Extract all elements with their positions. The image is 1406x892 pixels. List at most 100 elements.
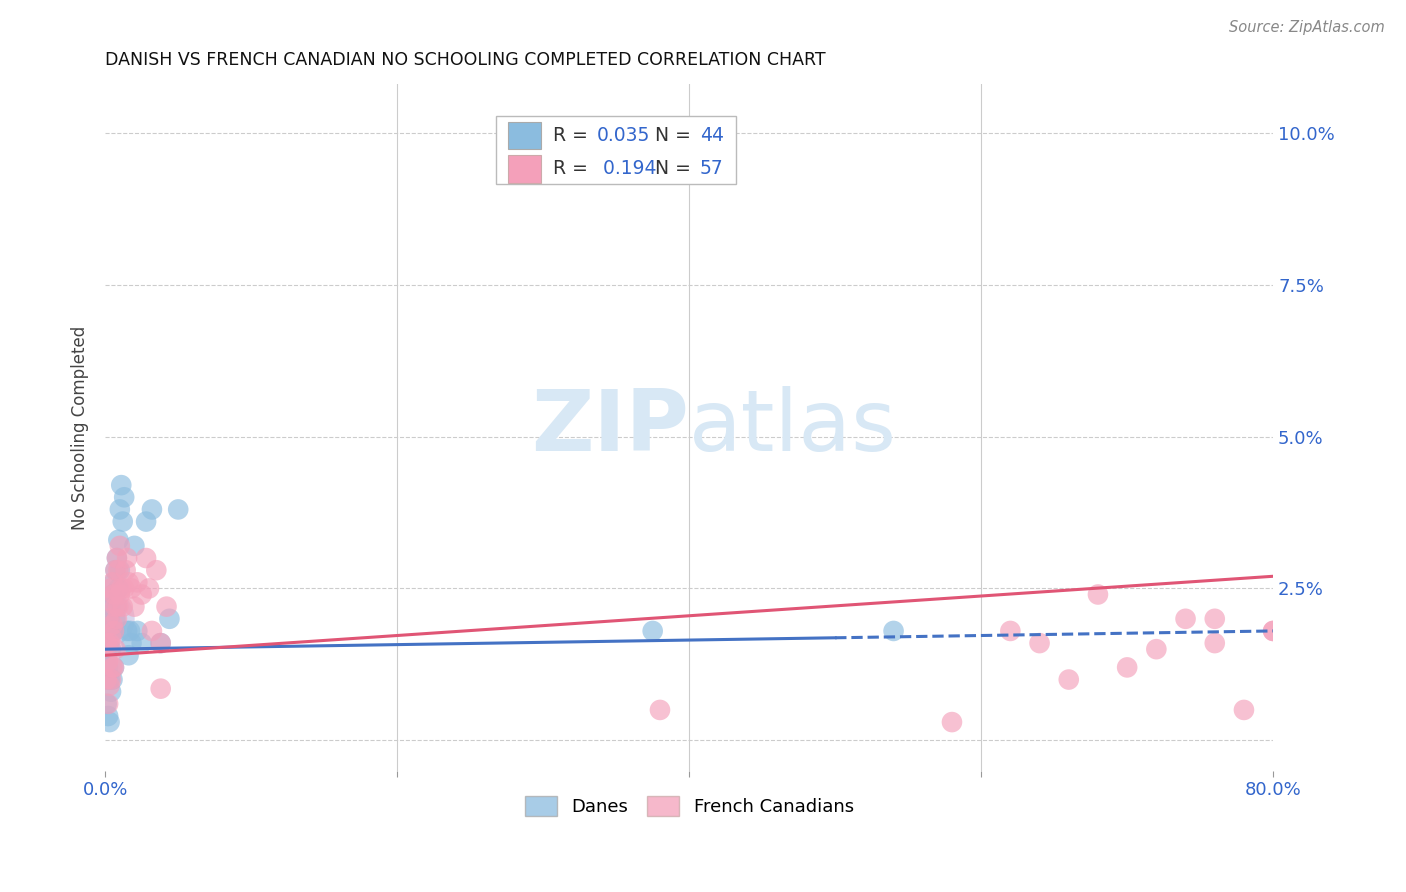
- Point: [96, 673, 118, 687]
- Text: R =: R =: [553, 126, 593, 145]
- Text: 0.035: 0.035: [598, 126, 651, 145]
- Point: [96, 648, 118, 663]
- Point: [131, 587, 153, 601]
- Point: [97, 697, 120, 711]
- Point: [117, 648, 139, 663]
- Point: [1028, 636, 1050, 650]
- Text: atlas: atlas: [689, 386, 897, 469]
- Point: [108, 563, 131, 577]
- Point: [101, 587, 124, 601]
- Point: [103, 660, 125, 674]
- Point: [108, 502, 131, 516]
- Point: [103, 575, 125, 590]
- Point: [159, 612, 181, 626]
- Text: 57: 57: [700, 160, 724, 178]
- Text: R =: R =: [553, 160, 593, 178]
- Point: [1116, 660, 1139, 674]
- Point: [108, 587, 131, 601]
- Point: [97, 709, 120, 723]
- Point: [103, 624, 125, 638]
- Point: [100, 673, 122, 687]
- Point: [97, 660, 120, 674]
- Point: [94, 612, 117, 626]
- Point: [104, 563, 127, 577]
- Point: [138, 582, 160, 596]
- Point: [1087, 587, 1109, 601]
- Text: 0.194: 0.194: [598, 160, 657, 178]
- Point: [1204, 636, 1226, 650]
- Point: [101, 660, 124, 674]
- Text: ZIP: ZIP: [531, 386, 689, 469]
- Point: [107, 582, 129, 596]
- Point: [104, 642, 127, 657]
- Point: [641, 624, 664, 638]
- Point: [145, 563, 167, 577]
- Point: [1263, 624, 1285, 638]
- Point: [100, 630, 122, 644]
- Bar: [508, 121, 541, 149]
- Point: [100, 599, 122, 614]
- Point: [98, 642, 121, 657]
- Point: [104, 599, 127, 614]
- Point: [883, 624, 905, 638]
- Point: [103, 660, 125, 674]
- Point: [97, 624, 120, 638]
- Point: [115, 624, 138, 638]
- Text: N =: N =: [655, 126, 697, 145]
- Text: 44: 44: [700, 126, 724, 145]
- Point: [103, 624, 125, 638]
- Point: [648, 703, 671, 717]
- Point: [149, 681, 172, 696]
- Point: [108, 539, 131, 553]
- Point: [104, 612, 127, 626]
- Point: [127, 624, 149, 638]
- Point: [97, 654, 120, 668]
- Point: [127, 575, 149, 590]
- Point: [110, 582, 132, 596]
- Point: [98, 673, 121, 687]
- Point: [103, 587, 125, 601]
- Point: [111, 599, 134, 614]
- Point: [1204, 612, 1226, 626]
- Point: [107, 599, 129, 614]
- Point: [135, 515, 157, 529]
- Point: [117, 575, 139, 590]
- Bar: [508, 155, 541, 183]
- Point: [112, 490, 135, 504]
- Point: [107, 563, 129, 577]
- Point: [124, 539, 146, 553]
- Y-axis label: No Schooling Completed: No Schooling Completed: [72, 326, 89, 530]
- Text: DANISH VS FRENCH CANADIAN NO SCHOOLING COMPLETED CORRELATION CHART: DANISH VS FRENCH CANADIAN NO SCHOOLING C…: [105, 51, 825, 69]
- Text: Source: ZipAtlas.com: Source: ZipAtlas.com: [1229, 20, 1385, 35]
- Point: [105, 551, 128, 566]
- Point: [100, 582, 122, 596]
- Point: [941, 715, 963, 730]
- Point: [1233, 703, 1256, 717]
- Point: [101, 673, 124, 687]
- Point: [124, 599, 146, 614]
- Point: [98, 715, 121, 730]
- Point: [1263, 624, 1285, 638]
- Point: [111, 515, 134, 529]
- Point: [141, 502, 163, 516]
- Point: [141, 624, 163, 638]
- Point: [101, 618, 124, 632]
- Point: [101, 575, 124, 590]
- Point: [104, 563, 127, 577]
- Point: [98, 679, 121, 693]
- Point: [105, 599, 128, 614]
- Point: [1000, 624, 1022, 638]
- Point: [1174, 612, 1197, 626]
- Point: [105, 551, 128, 566]
- Legend: Danes, French Canadians: Danes, French Canadians: [517, 789, 860, 823]
- Point: [135, 551, 157, 566]
- Point: [107, 533, 129, 547]
- Point: [114, 563, 136, 577]
- Point: [131, 636, 153, 650]
- Point: [110, 478, 132, 492]
- Point: [100, 642, 122, 657]
- Point: [112, 582, 135, 596]
- Point: [149, 636, 172, 650]
- Point: [100, 684, 122, 698]
- Point: [98, 593, 121, 607]
